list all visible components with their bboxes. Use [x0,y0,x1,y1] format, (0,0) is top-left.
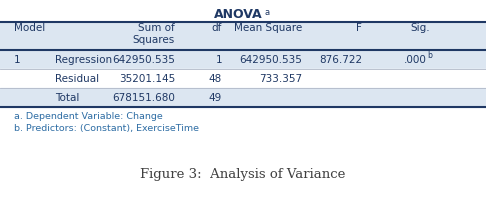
Text: 1: 1 [14,55,20,64]
Text: 35201.145: 35201.145 [119,73,175,84]
Text: a. Dependent Variable: Change: a. Dependent Variable: Change [14,112,163,121]
Text: .000: .000 [404,55,427,64]
Text: Residual: Residual [55,73,99,84]
Bar [0,22,486,50]
Text: Figure 3:  Analysis of Variance: Figure 3: Analysis of Variance [140,168,346,181]
Text: 1: 1 [215,55,222,64]
Text: 49: 49 [209,93,222,102]
Text: Total: Total [55,93,79,102]
Text: 642950.535: 642950.535 [239,55,302,64]
Text: b: b [427,50,432,59]
Text: b. Predictors: (Constant), ExerciseTime: b. Predictors: (Constant), ExerciseTime [14,124,199,133]
Text: df: df [211,23,222,33]
Text: Regression: Regression [55,55,112,64]
Text: Sum of
Squares: Sum of Squares [133,23,175,45]
Bar [0,69,486,88]
Text: Sig.: Sig. [410,23,430,33]
Text: ANOVA: ANOVA [214,8,262,21]
Text: Model: Model [14,23,45,33]
Text: 642950.535: 642950.535 [112,55,175,64]
Text: a: a [264,8,269,17]
Text: 678151.680: 678151.680 [112,93,175,102]
Text: Mean Square: Mean Square [234,23,302,33]
Text: 48: 48 [209,73,222,84]
Text: F: F [356,23,362,33]
Text: 733.357: 733.357 [259,73,302,84]
Bar [0,50,486,69]
Text: 876.722: 876.722 [319,55,362,64]
Bar [0,88,486,107]
